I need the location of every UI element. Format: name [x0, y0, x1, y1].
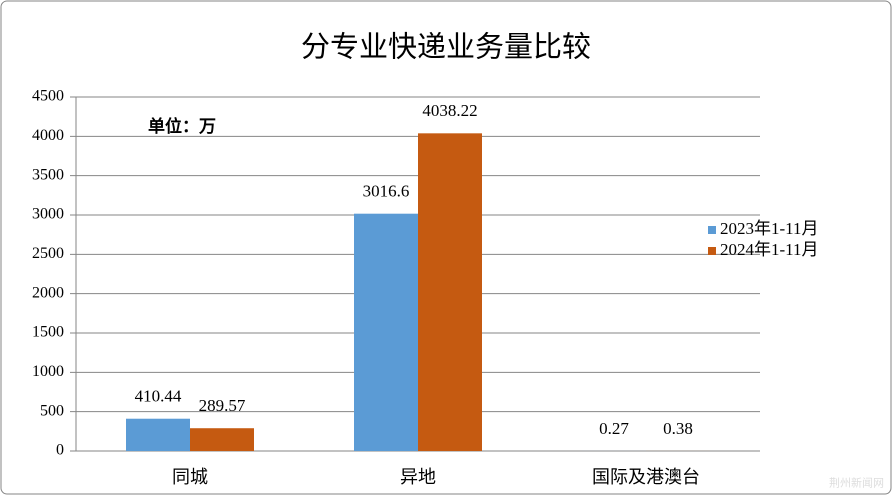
- data-label: 410.44: [135, 387, 182, 406]
- bar: [126, 418, 190, 451]
- legend-swatch: [708, 226, 716, 234]
- bar: [418, 133, 482, 451]
- x-tick-label: 同城: [172, 467, 208, 487]
- unit-annotation: 单位：万: [148, 116, 216, 136]
- y-tick-label: 2500: [32, 245, 64, 262]
- y-tick-label: 4500: [32, 88, 64, 105]
- y-tick-label: 3000: [32, 206, 64, 223]
- watermark: 荆州新闻网: [829, 476, 884, 490]
- legend-swatch: [708, 247, 716, 255]
- x-tick-label: 异地: [400, 467, 436, 487]
- bar: [190, 428, 254, 451]
- y-tick-label: 0: [56, 442, 64, 459]
- data-label: 0.38: [663, 419, 693, 438]
- y-tick-label: 500: [40, 402, 64, 419]
- data-label: 0.27: [599, 419, 629, 438]
- x-tick-label: 国际及港澳台: [592, 467, 700, 487]
- bar: [354, 213, 418, 451]
- chart-title: 分专业快递业务量比较: [301, 31, 591, 64]
- y-tick-label: 1500: [32, 324, 64, 341]
- legend-label: 2023年1-11月: [720, 219, 819, 238]
- data-label: 3016.6: [363, 182, 410, 201]
- y-tick-label: 4000: [32, 127, 64, 144]
- y-tick-label: 2000: [32, 284, 64, 301]
- legend-label: 2024年1-11月: [720, 240, 819, 259]
- data-label: 289.57: [199, 396, 246, 415]
- y-tick-label: 1000: [32, 363, 64, 380]
- data-label: 4038.22: [422, 101, 477, 120]
- y-tick-label: 3500: [32, 166, 64, 183]
